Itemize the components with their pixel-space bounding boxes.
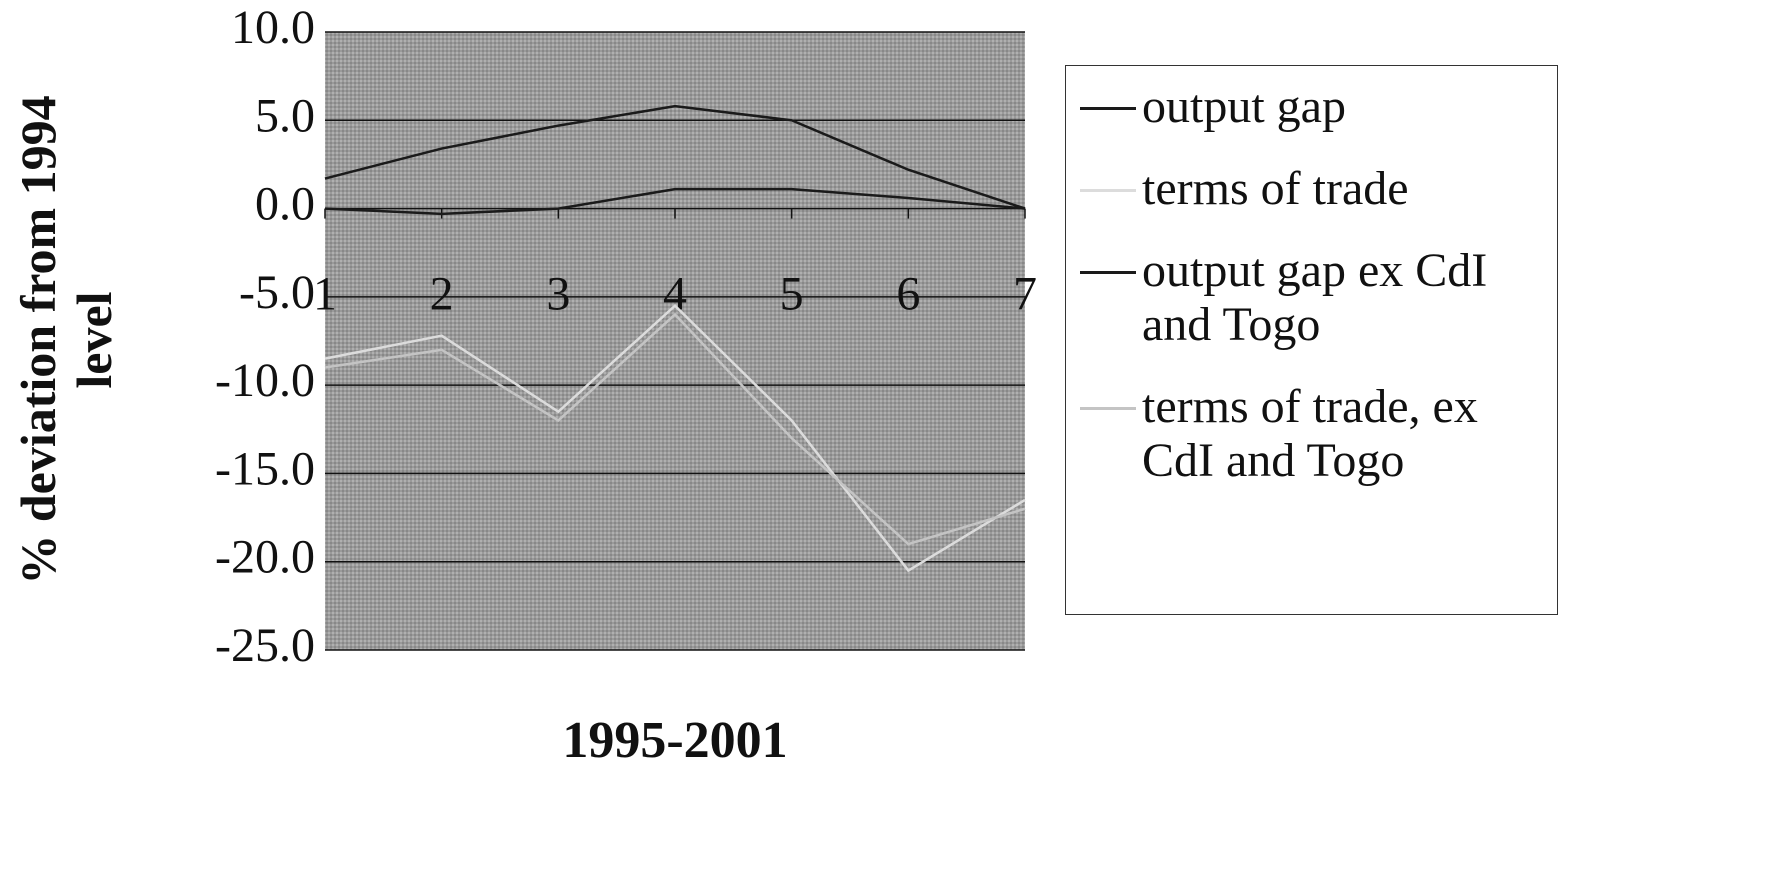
y-tick-label: -10.0 [215, 354, 315, 407]
y-tick-label: 5.0 [255, 89, 315, 142]
y-tick-label: -25.0 [215, 619, 315, 672]
series-line [324, 104, 1026, 210]
legend-item: output gap ex CdI and Togo [1080, 244, 1557, 352]
y-tick-label: -5.0 [239, 266, 315, 319]
x-tick-label: 6 [896, 268, 920, 321]
y-tick-label: -15.0 [215, 442, 315, 495]
legend-item: terms of trade [1080, 162, 1557, 216]
y-axis-title-text: % deviation from 1994 [10, 95, 66, 584]
legend-swatch [1080, 189, 1136, 192]
x-tick-label: 5 [780, 268, 804, 321]
x-tick-label: 1 [313, 268, 337, 321]
x-tick-label: 7 [1013, 268, 1037, 321]
plot-area [325, 32, 1025, 650]
legend-label: terms of trade, ex CdI and Togo [1142, 380, 1478, 487]
legend-swatch [1080, 271, 1136, 274]
y-axis-title: % deviation from 1994level [10, 95, 122, 584]
x-tick-label: 2 [430, 268, 454, 321]
legend-item: output gap [1080, 80, 1557, 134]
y-tick-label: -20.0 [215, 531, 315, 584]
legend-swatch [1080, 107, 1136, 110]
legend-item: terms of trade, ex CdI and Togo [1080, 380, 1557, 488]
legend-label: output gap ex CdI and Togo [1142, 244, 1488, 351]
series-line [324, 312, 1026, 546]
x-tick-label: 3 [546, 268, 570, 321]
x-axis-title: 1995-2001 [562, 712, 787, 769]
legend: output gap terms of trade output gap ex Cd… [1065, 65, 1558, 615]
series-line [324, 303, 1026, 573]
legend-swatch [1080, 407, 1136, 410]
series-line [324, 187, 1026, 216]
y-axis-title-text: level [66, 291, 122, 388]
y-tick-label: 10.0 [231, 1, 315, 54]
legend-label: output gap [1142, 80, 1346, 133]
y-tick-label: 0.0 [255, 178, 315, 231]
legend-label: terms of trade [1142, 162, 1409, 215]
